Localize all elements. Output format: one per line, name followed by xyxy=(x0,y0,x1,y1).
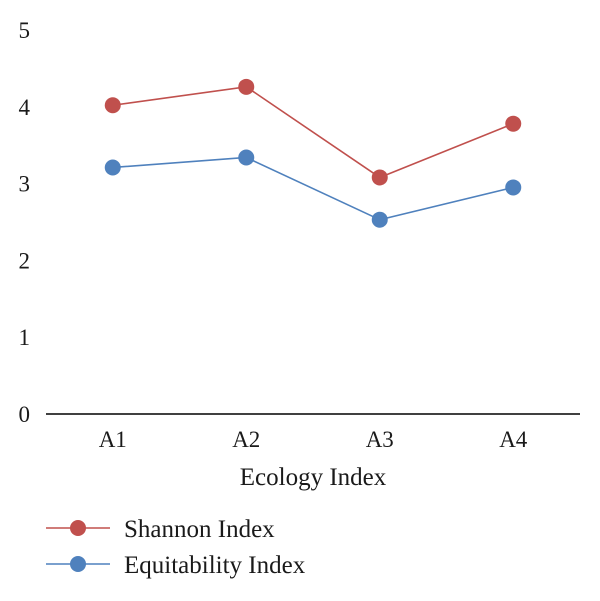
y-tick-label: 0 xyxy=(19,402,31,427)
data-point xyxy=(505,179,522,196)
series-layer xyxy=(104,78,522,228)
x-tick-label: A1 xyxy=(99,427,127,452)
legend-marker xyxy=(70,520,86,536)
data-point xyxy=(505,115,522,132)
x-tick-label: A3 xyxy=(366,427,394,452)
data-point xyxy=(238,78,255,95)
data-point xyxy=(371,211,388,228)
legend: Shannon Index Equitability Index xyxy=(46,516,306,579)
legend-label: Shannon Index xyxy=(124,516,275,543)
x-tick-label: A2 xyxy=(232,427,260,452)
series-line xyxy=(112,85,514,179)
y-tick-label: 2 xyxy=(19,248,31,273)
x-axis-title: Ecology Index xyxy=(240,464,387,491)
legend-marker xyxy=(70,556,86,572)
y-tick-label: 4 xyxy=(19,95,31,120)
series-line xyxy=(112,156,514,221)
y-tick-label: 1 xyxy=(19,325,31,350)
data-point xyxy=(371,169,388,186)
data-point xyxy=(104,159,121,176)
y-tick-label: 5 xyxy=(19,18,31,43)
y-tick-label: 3 xyxy=(19,172,31,197)
x-tick-label: A4 xyxy=(499,427,528,452)
x-axis-ticks: A1 A2 A3 A4 xyxy=(99,427,528,452)
data-point xyxy=(104,97,121,114)
legend-label: Equitability Index xyxy=(124,552,306,579)
data-point xyxy=(238,149,255,166)
y-axis-ticks: 0 1 2 3 4 5 xyxy=(19,18,31,427)
